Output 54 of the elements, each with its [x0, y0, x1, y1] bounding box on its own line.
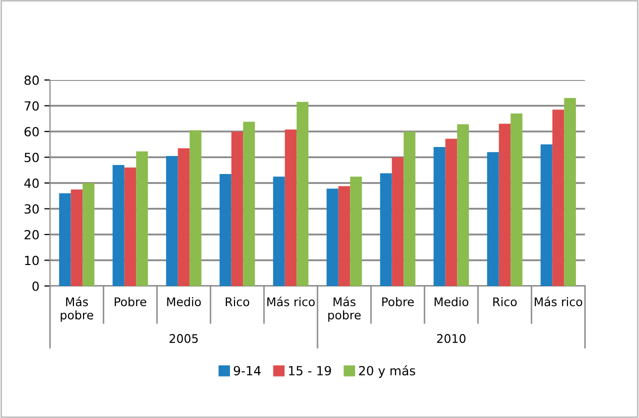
x-tick-label: Más rico: [267, 296, 315, 306]
bar: [487, 152, 499, 286]
x-tick-label: Rico: [493, 297, 517, 306]
y-tick-label: 50: [24, 152, 39, 162]
bar: [434, 146, 446, 286]
bar: [70, 189, 83, 286]
bar: [540, 144, 552, 286]
bar: [326, 188, 338, 286]
x-tick-label: Más rico: [534, 296, 582, 306]
bar: [190, 130, 202, 286]
legend-label: 15 - 19: [289, 366, 332, 376]
bar: [350, 176, 362, 286]
bar: [445, 138, 458, 286]
y-tick-label: 30: [24, 204, 39, 214]
x-tick-label: Medio: [434, 297, 468, 306]
bar: [243, 122, 255, 286]
y-tick-label: 20: [24, 230, 39, 240]
bar: [59, 193, 71, 286]
y-tick-label: 0: [32, 281, 39, 291]
bar: [457, 124, 469, 286]
y-tick-label: 70: [24, 101, 39, 111]
x-tick-label: Más pobre: [60, 296, 94, 322]
bar: [552, 110, 564, 286]
y-tick-label: 10: [25, 256, 39, 266]
x-tick-label: Pobre: [382, 297, 414, 306]
bar: [510, 113, 522, 286]
legend-label: 9-14: [234, 366, 261, 376]
bar: [273, 176, 285, 286]
bar: [220, 174, 232, 286]
bar: [231, 132, 244, 286]
bar: [166, 156, 178, 286]
bar: [124, 168, 136, 286]
bar: [404, 132, 416, 286]
text: 2005: [170, 334, 198, 343]
bar: [284, 129, 297, 286]
bar: [178, 148, 190, 286]
x-tick-label: Rico: [226, 297, 250, 306]
bar: [296, 102, 308, 286]
bar: [338, 186, 350, 286]
x-tick-label: Más pobre: [328, 296, 361, 322]
bar: [136, 151, 148, 286]
x-tick-label: Pobre: [114, 297, 146, 306]
y-tick-label: 60: [24, 126, 39, 136]
y-tick-label: 80: [24, 75, 39, 85]
bar: [112, 164, 124, 286]
text: 2010: [437, 334, 466, 343]
y-tick-label: 40: [24, 178, 39, 188]
bar: [82, 183, 94, 286]
bar: [564, 98, 576, 286]
legend-label: 20 y más: [359, 365, 416, 378]
x-tick-label: Medio: [167, 297, 201, 306]
bar: [380, 173, 392, 286]
bar: [392, 157, 404, 286]
bar: [498, 124, 511, 286]
